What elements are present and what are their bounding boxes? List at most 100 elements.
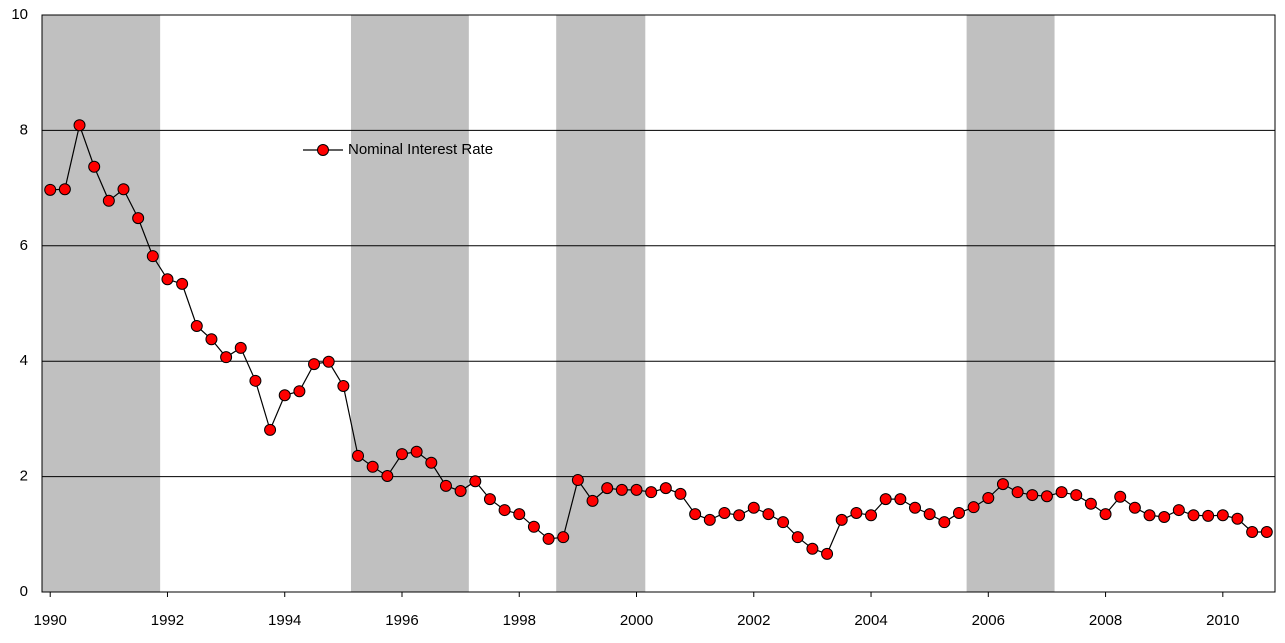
data-point [835, 513, 848, 526]
data-point [850, 506, 863, 519]
x-tick-label: 2006 [972, 612, 1005, 629]
data-point [483, 493, 496, 506]
data-point [630, 483, 643, 496]
data-point [102, 194, 115, 207]
x-tick-label: 2010 [1206, 612, 1239, 629]
data-point [659, 482, 672, 495]
x-tick-label: 2000 [620, 612, 653, 629]
data-point [249, 374, 262, 387]
data-point [44, 183, 57, 196]
data-point [777, 516, 790, 529]
data-point [278, 389, 291, 402]
data-point [220, 351, 233, 364]
data-point [1070, 489, 1083, 502]
data-point [322, 355, 335, 368]
data-point [571, 474, 584, 487]
data-point [308, 358, 321, 371]
data-point [615, 483, 628, 496]
y-tick-label: 4 [20, 352, 28, 369]
data-point [1143, 509, 1156, 522]
data-point [557, 531, 570, 544]
data-point [1114, 490, 1127, 503]
data-point [117, 183, 130, 196]
data-point [923, 508, 936, 521]
data-point [909, 501, 922, 514]
data-point [645, 486, 658, 499]
x-tick-label: 1992 [151, 612, 184, 629]
data-point [513, 508, 526, 521]
data-point [454, 485, 467, 498]
data-point [1040, 490, 1053, 503]
x-tick-label: 2008 [1089, 612, 1122, 629]
data-point [1084, 497, 1097, 510]
shaded-region [556, 15, 646, 592]
data-point [1128, 501, 1141, 514]
data-point [1026, 489, 1039, 502]
data-point [293, 385, 306, 398]
data-point [352, 449, 365, 462]
data-point [791, 531, 804, 544]
data-point [967, 501, 980, 514]
data-point [879, 493, 892, 506]
data-point [806, 542, 819, 555]
legend-marker [317, 144, 329, 156]
data-point [996, 478, 1009, 491]
data-point [982, 491, 995, 504]
data-point [1158, 510, 1171, 523]
data-point [161, 273, 174, 286]
data-point [58, 183, 71, 196]
data-point [337, 380, 350, 393]
y-tick-label: 6 [20, 237, 28, 254]
data-point [1011, 486, 1024, 499]
y-tick-label: 10 [11, 6, 28, 23]
data-point [176, 277, 189, 290]
data-point [1187, 509, 1200, 522]
data-point [410, 445, 423, 458]
x-tick-label: 1996 [385, 612, 418, 629]
data-point [190, 320, 203, 333]
data-point [395, 448, 408, 461]
data-point [527, 520, 540, 533]
data-point [88, 160, 101, 173]
data-point [703, 513, 716, 526]
data-point [1246, 525, 1259, 538]
data-point [865, 509, 878, 522]
data-point [762, 508, 775, 521]
data-point [73, 119, 86, 132]
legend-label: Nominal Interest Rate [348, 141, 493, 158]
data-point [952, 506, 965, 519]
data-point [1202, 509, 1215, 522]
plot-frame [41, 14, 1276, 593]
data-point [366, 460, 379, 473]
x-tick-label: 1994 [268, 612, 301, 629]
data-point [747, 501, 760, 514]
x-tick-label: 2002 [737, 612, 770, 629]
y-tick-label: 0 [20, 583, 28, 600]
data-point [586, 494, 599, 507]
data-point [264, 423, 277, 436]
data-point [689, 508, 702, 521]
y-tick-label: 8 [20, 121, 28, 138]
data-point [1216, 509, 1229, 522]
data-point [542, 532, 555, 545]
data-point [1260, 525, 1273, 538]
data-point [821, 547, 834, 560]
data-point [894, 493, 907, 506]
data-point [425, 456, 438, 469]
data-point [1099, 508, 1112, 521]
shaded-region [42, 15, 161, 592]
data-point [1172, 504, 1185, 517]
data-point [601, 482, 614, 495]
data-point [234, 341, 247, 354]
data-point [733, 509, 746, 522]
data-point [498, 504, 511, 517]
y-tick-label: 2 [20, 468, 28, 485]
data-point [381, 470, 394, 483]
x-tick-label: 1998 [503, 612, 536, 629]
data-point [1231, 512, 1244, 525]
data-point [146, 250, 159, 263]
shaded-region [350, 15, 469, 592]
shaded-region [966, 15, 1055, 592]
